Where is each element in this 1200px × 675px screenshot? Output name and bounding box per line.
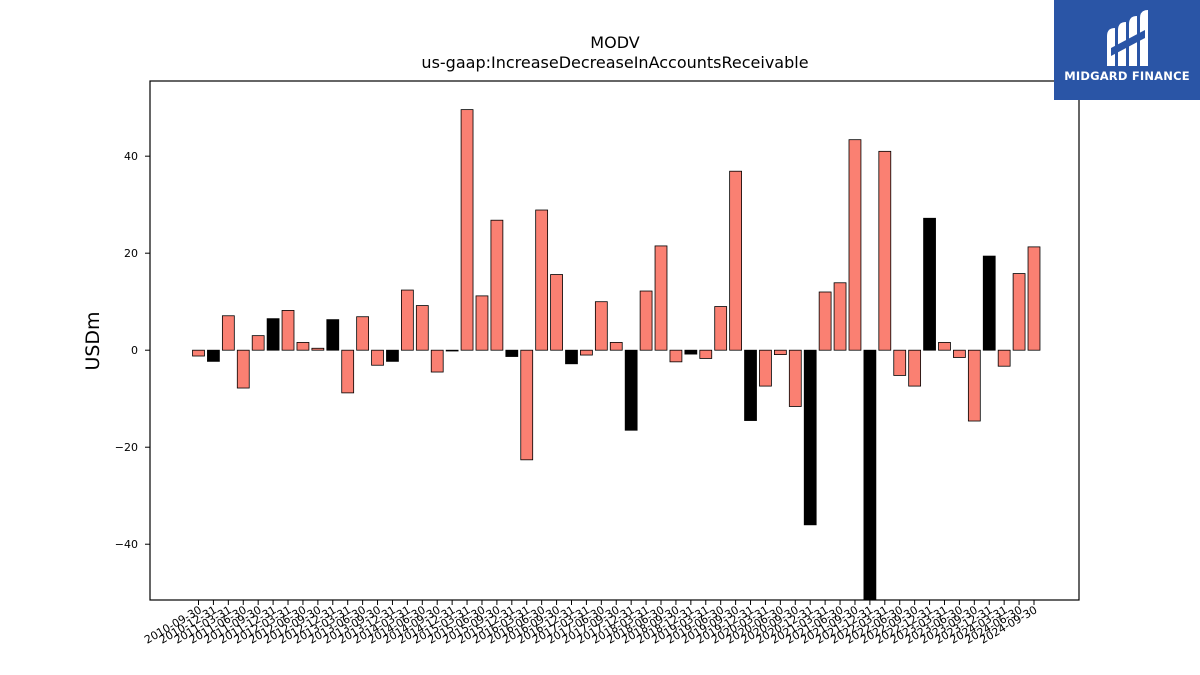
y-tick-label: 20 [124, 247, 138, 260]
bar-2024-09-30 [1027, 246, 1041, 351]
bar-2017-03-31 [580, 349, 593, 356]
bar-2011-09-30 [251, 335, 265, 351]
bar-2013-03-31 [341, 349, 355, 394]
bar-2012-09-30 [311, 347, 325, 351]
bar-2024-06-30 [1012, 273, 1026, 351]
bar-2019-03-31 [699, 349, 713, 359]
y-tick-label: 0 [131, 344, 138, 357]
bar-2019-09-30 [729, 170, 742, 351]
bar-2018-12-31 [684, 349, 698, 355]
bar-2011-03-31 [221, 315, 235, 351]
bar-2014-03-31 [401, 289, 414, 351]
bar-2011-06-30 [236, 349, 250, 389]
bar-2017-09-30 [609, 342, 623, 351]
bar-2016-03-31 [520, 349, 534, 461]
brand-name: MIDGARD FINANCE [1064, 69, 1190, 83]
bar-2019-06-30 [714, 306, 728, 351]
bar-2018-09-30 [669, 349, 683, 363]
bar-2013-12-31 [386, 349, 399, 362]
chart-title: MODV [590, 33, 639, 52]
bar-2015-09-30 [490, 219, 504, 351]
bar-2023-12-31 [982, 255, 996, 351]
midgard-logo-icon [1107, 10, 1148, 66]
bar-2016-09-30 [550, 274, 563, 351]
bar-2023-06-30 [953, 349, 966, 358]
bar-2023-09-30 [967, 349, 981, 422]
bar-2016-06-30 [535, 209, 549, 351]
bar-2014-09-30 [430, 349, 444, 373]
bar-2013-06-30 [356, 316, 369, 351]
y-tick-label: 40 [124, 150, 138, 163]
y-tick-label: −20 [115, 441, 138, 454]
bar-2020-09-30 [788, 349, 802, 407]
bar-2014-12-31 [445, 349, 459, 352]
bar-2021-06-30 [833, 282, 847, 351]
bar-2014-06-30 [415, 305, 429, 351]
bar-2012-06-30 [296, 342, 310, 351]
bar-2015-06-30 [475, 295, 489, 351]
chart-subtitle: us-gaap:IncreaseDecreaseInAccountsReceiv… [421, 53, 808, 72]
bar-2016-12-31 [565, 349, 578, 365]
y-tick-label: −40 [115, 538, 138, 551]
bar-2011-12-31 [266, 318, 280, 351]
bar-2022-06-30 [893, 349, 907, 376]
bar-2012-12-31 [326, 319, 340, 351]
bar-2010-12-31 [207, 349, 220, 362]
bar-2022-09-30 [908, 349, 922, 387]
plot-frame [149, 80, 1080, 601]
y-axis-label: USDm [82, 311, 104, 370]
bar-2024-03-31 [997, 349, 1011, 367]
bar-2022-12-31 [923, 217, 936, 351]
bar-2015-03-31 [460, 109, 474, 351]
y-axis: −40 −20 0 20 40 [115, 150, 150, 551]
bar-2023-03-31 [938, 342, 951, 351]
bar-2021-09-30 [848, 139, 862, 351]
bar-2018-06-30 [654, 245, 668, 351]
bar-2020-06-30 [774, 349, 787, 355]
bar-2021-03-31 [818, 291, 832, 351]
bar-2020-12-31 [803, 349, 817, 526]
bar-2022-03-31 [878, 150, 892, 351]
bar-2017-12-31 [624, 349, 638, 431]
bar-2017-06-30 [594, 301, 608, 351]
bars-group [192, 109, 1041, 601]
bar-2018-03-31 [639, 290, 653, 351]
bar-2015-12-31 [505, 349, 519, 357]
bar-2010-09-30 [192, 349, 205, 357]
bar-2019-12-31 [744, 349, 757, 421]
bar-2013-09-30 [371, 349, 384, 366]
x-axis: 2010-09-302010-12-312011-03-312011-06-30… [142, 600, 1040, 647]
bar-2021-12-31 [863, 349, 877, 601]
bar-2020-03-31 [759, 349, 772, 387]
bar-2012-03-31 [281, 310, 295, 351]
brand-logo: MIDGARD FINANCE [1054, 0, 1200, 100]
